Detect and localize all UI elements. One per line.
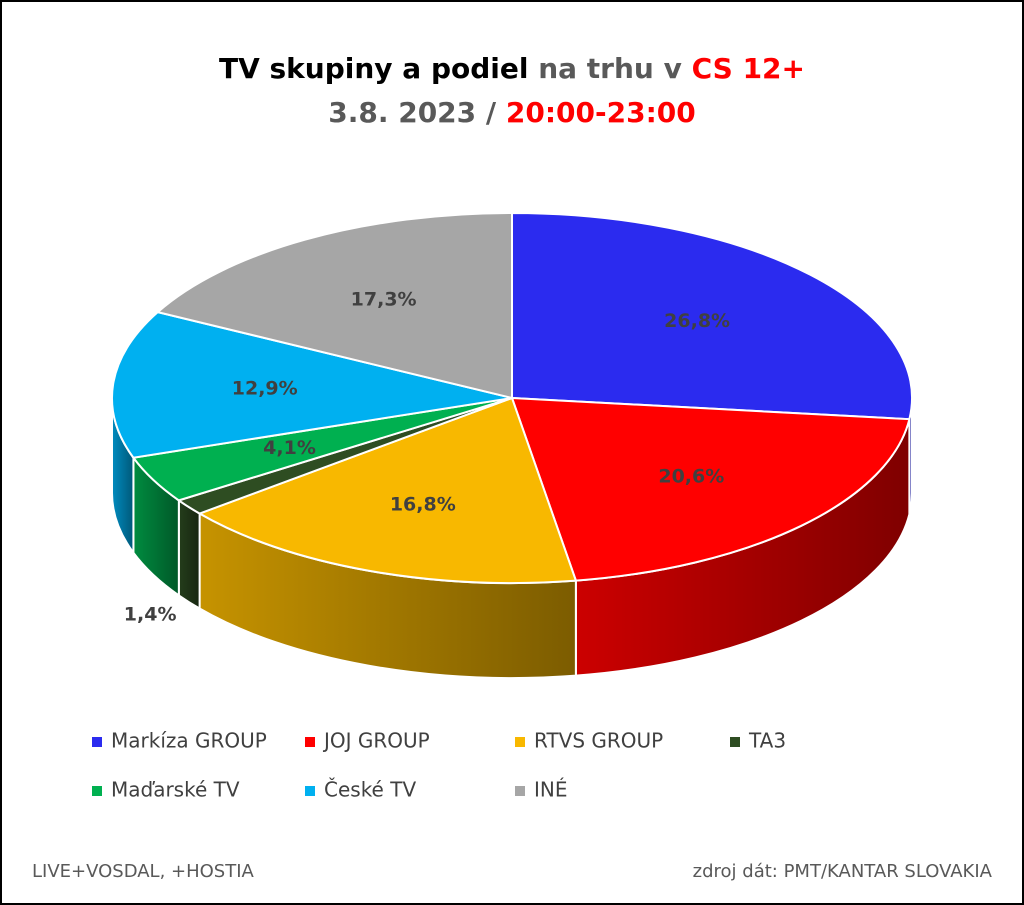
legend-label: JOJ GROUP	[322, 729, 430, 753]
legend-swatch	[92, 737, 102, 747]
legend-swatch	[92, 786, 102, 796]
data-label: 16,8%	[390, 494, 456, 516]
slice	[111, 311, 513, 459]
data-label: 26,8%	[664, 310, 730, 332]
slice	[155, 211, 513, 400]
slice	[511, 211, 913, 421]
footer-left: LIVE+VOSDAL, +HOSTIA	[32, 861, 255, 882]
title-part: 3.8. 2023 /	[328, 96, 497, 129]
slice	[510, 396, 911, 582]
footer-right: zdroj dát: PMT/KANTAR SLOVAKIA	[693, 861, 993, 882]
title-part: TV skupiny a podiel	[219, 52, 528, 85]
legend-label: Markíza GROUP	[111, 729, 267, 753]
data-label: 4,1%	[263, 437, 316, 459]
data-label: 1,4%	[124, 604, 177, 626]
title-part: na trhu v	[538, 52, 682, 85]
legend-label: TA3	[748, 729, 786, 753]
legend-label: České TV	[324, 778, 416, 802]
legend-swatch	[730, 737, 740, 747]
title-part: CS 12+	[692, 52, 805, 85]
legend-label: Maďarské TV	[111, 778, 240, 802]
slice	[197, 396, 578, 584]
legend-swatch	[515, 786, 525, 796]
data-label: 12,9%	[232, 378, 298, 400]
legend-swatch	[305, 737, 315, 747]
legend-swatch	[515, 737, 525, 747]
legend-label: INÉ	[534, 778, 568, 802]
title-part: 20:00-23:00	[506, 96, 696, 129]
data-label: 20,6%	[658, 466, 724, 488]
legend-label: RTVS GROUP	[534, 729, 663, 753]
data-label: 17,3%	[351, 288, 417, 310]
legend-swatch	[305, 786, 315, 796]
chart-title: TV skupiny a podiel na trhu v CS 12+	[219, 52, 805, 85]
slice-side	[177, 498, 201, 611]
chart-subtitle: 3.8. 2023 / 20:00-23:00	[328, 96, 696, 129]
